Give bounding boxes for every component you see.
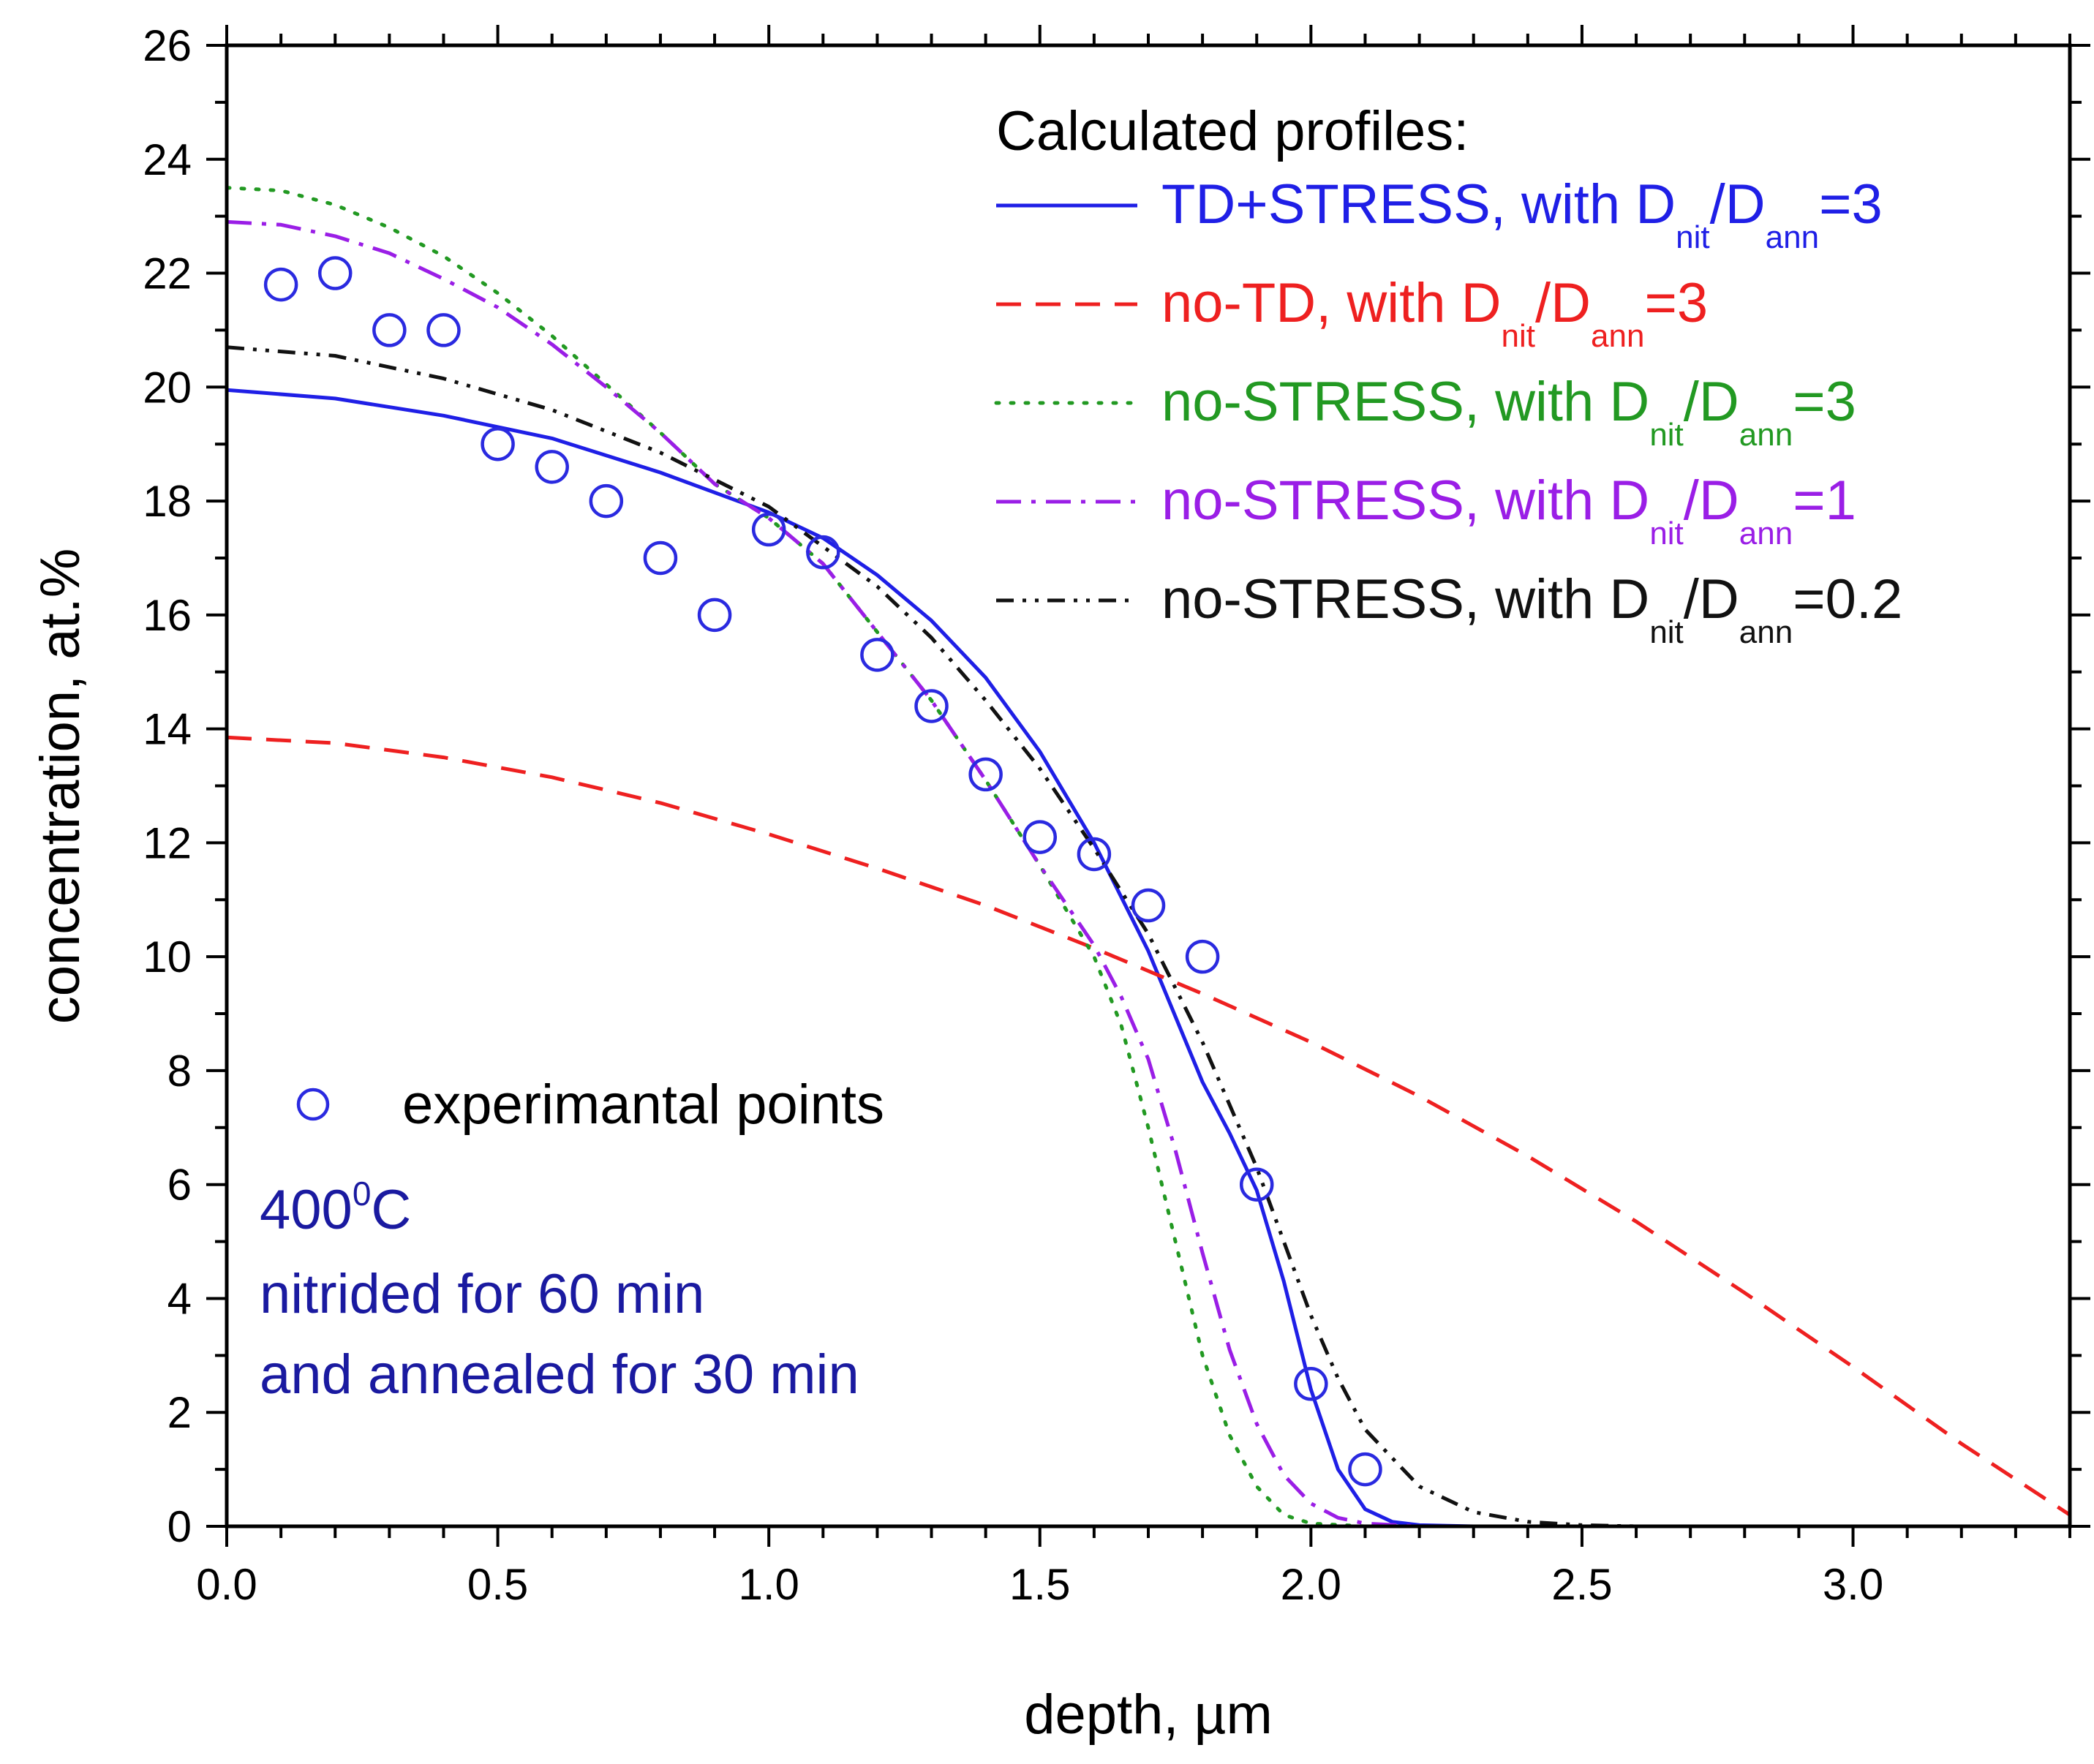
y-axis-title: concentration, at.%	[29, 549, 91, 1025]
y-tick-label: 24	[143, 135, 192, 184]
experimental-legend: experimantal points	[296, 1074, 884, 1136]
experimental-point	[806, 535, 840, 570]
x-tick-label: 1.5	[1009, 1560, 1070, 1609]
y-tick-label: 8	[167, 1047, 192, 1096]
experimental-point	[1294, 1367, 1328, 1401]
experimental-point	[1077, 837, 1112, 872]
experimental-legend-marker	[296, 1088, 330, 1121]
legend-label-4: no-STRESS, with Dnit/Dann=1	[1161, 470, 1856, 551]
x-axis-title: depth, µm	[1024, 1684, 1273, 1746]
plot-marks	[227, 186, 2070, 1526]
experimental-point	[589, 483, 624, 519]
experimental-point	[968, 757, 1003, 792]
series-line-3	[227, 186, 2070, 1526]
condition-annotations: 4000C nitrided for 60 min and annealed f…	[260, 1175, 859, 1406]
experimental-point	[263, 267, 298, 302]
annealed-annotation: and annealed for 30 min	[260, 1343, 859, 1406]
experimental-point	[426, 313, 461, 347]
experimental-point	[697, 598, 732, 633]
temperature-unit: C	[371, 1179, 411, 1241]
series-line-1	[227, 388, 2070, 1526]
experimental-point	[860, 638, 895, 672]
y-tick-label: 22	[143, 249, 192, 298]
series-lines	[227, 186, 2070, 1526]
temperature-value: 400	[260, 1179, 353, 1241]
legend-entries: TD+STRESS, with Dnit/Dann=3 no-TD, with D…	[994, 173, 1902, 650]
y-tick-label: 16	[143, 591, 192, 640]
tick-labels: 0.0 0.5 1.0 1.5 2.0 2.5 3.00246810121416182022…	[143, 21, 1883, 1609]
tick-marks	[206, 25, 2090, 1547]
y-tick-label: 2	[167, 1388, 192, 1437]
series-line-2	[227, 735, 2070, 1517]
x-tick-label: 1.0	[738, 1560, 799, 1609]
experimental-point	[1185, 939, 1220, 974]
legend-label-5: no-STRESS, with Dnit/Dann=0.2	[1161, 568, 1902, 650]
axis-ticks	[206, 25, 2090, 1547]
legend-title: Calculated profiles:	[996, 100, 1469, 162]
legend: Calculated profiles: TD+STRESS, with Dni…	[994, 100, 1902, 650]
legend-label-2: no-TD, with Dnit/Dann=3	[1161, 272, 1708, 354]
experimental-point	[1131, 888, 1166, 923]
y-tick-label: 20	[143, 363, 192, 412]
series-line-4	[227, 219, 2070, 1526]
x-tick-label: 3.0	[1823, 1560, 1883, 1609]
experimental-point	[1022, 820, 1058, 854]
y-tick-label: 0	[167, 1502, 192, 1551]
experimental-point	[1348, 1452, 1382, 1487]
x-tick-label: 2.5	[1551, 1560, 1612, 1609]
y-tick-label: 6	[167, 1161, 192, 1210]
y-tick-label: 10	[143, 932, 192, 981]
legend-label-1: TD+STRESS, with Dnit/Dann=3	[1161, 173, 1883, 255]
y-tick-label: 12	[143, 818, 192, 867]
x-tick-label: 0.0	[196, 1560, 257, 1609]
experimental-points	[263, 256, 1382, 1487]
temperature-annotation: 4000C	[260, 1175, 411, 1241]
experimental-point	[751, 512, 786, 547]
experimental-legend-label: experimantal points	[402, 1074, 884, 1136]
experimental-point	[914, 689, 949, 723]
y-tick-label: 4	[167, 1274, 192, 1323]
experimental-point	[372, 313, 407, 347]
y-tick-label: 14	[143, 705, 192, 754]
experimental-point	[481, 426, 515, 461]
experimental-point	[535, 450, 569, 484]
experimental-point	[643, 540, 678, 576]
legend-label-3: no-STRESS, with Dnit/Dann=3	[1161, 371, 1856, 453]
x-tick-label: 2.0	[1281, 1560, 1341, 1609]
y-tick-label: 18	[143, 477, 192, 526]
experimental-point	[1239, 1167, 1274, 1202]
x-tick-label: 0.5	[467, 1560, 528, 1609]
experimental-point	[317, 256, 353, 290]
temperature-superscript: 0	[353, 1175, 372, 1213]
nitrided-annotation: nitrided for 60 min	[260, 1263, 704, 1325]
y-tick-label: 26	[143, 21, 192, 70]
